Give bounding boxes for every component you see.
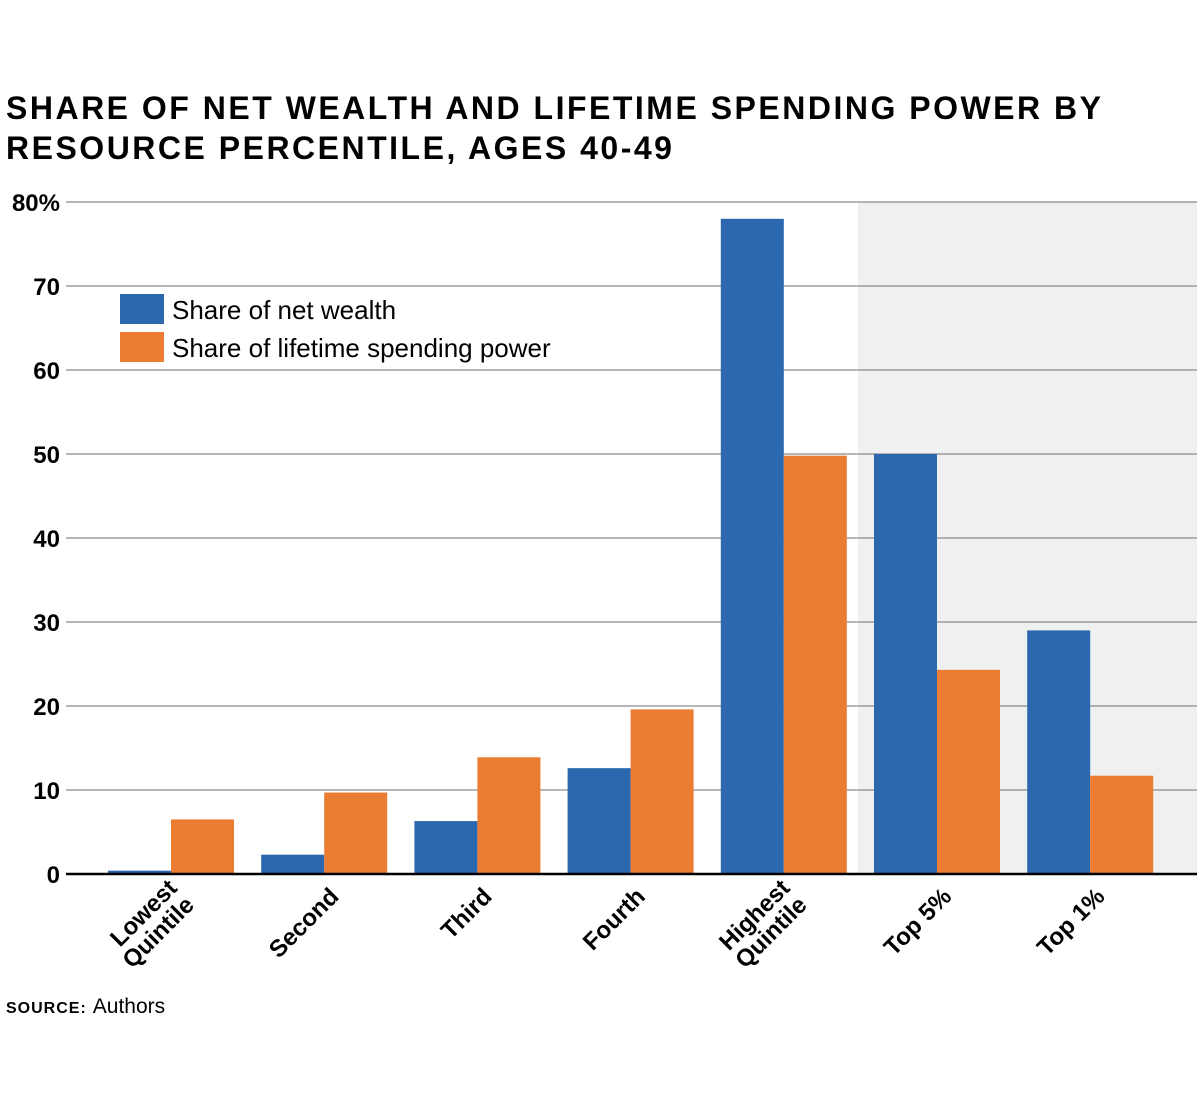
x-tick-label-line: Top 5% <box>879 883 957 961</box>
bars <box>108 218 1154 875</box>
y-tick-label: 10 <box>33 778 60 805</box>
bar-net-wealth <box>874 454 937 874</box>
x-tick-label-line: Third <box>436 883 498 945</box>
y-tick-label: 80% <box>12 190 60 217</box>
legend-swatch <box>120 332 164 362</box>
y-tick-label: 20 <box>33 694 60 721</box>
bar-net-wealth <box>567 768 631 874</box>
x-tick-label-line: Top 1% <box>1032 883 1110 961</box>
legend-label: Share of lifetime spending power <box>172 333 551 363</box>
x-tick-label: HighestQuintile <box>713 875 812 974</box>
y-axis-tick-labels: 0 10 20 30 40 50 60 70 80% <box>12 190 60 889</box>
y-tick-label: 0 <box>47 862 60 889</box>
bar-spending-power <box>477 757 541 874</box>
y-tick-label: 60 <box>33 358 60 385</box>
gridlines <box>66 201 1197 791</box>
bar-chart: 0 10 20 30 40 50 60 70 80% LowestQuintile Second T… <box>12 190 1197 974</box>
legend-swatch <box>120 294 164 324</box>
x-tick-label: Third <box>436 883 498 945</box>
x-axis-tick-labels: LowestQuintile Second Third Fourth HighestQu… <box>100 875 1110 974</box>
legend: Share of net wealth Share of lifetime spe… <box>120 294 551 363</box>
bar-spending-power <box>171 819 234 874</box>
bar-net-wealth <box>720 218 784 875</box>
x-tick-label: Top 1% <box>1032 883 1110 961</box>
bar-spending-power <box>1090 775 1154 874</box>
source-note: SOURCE: Authors <box>6 995 165 1019</box>
x-tick-label: Second <box>264 883 344 963</box>
bar-spending-power <box>630 709 694 874</box>
bar-spending-power <box>937 669 1000 874</box>
chart-title: SHARE OF NET WEALTH AND LIFETIME SPENDIN… <box>6 90 1103 166</box>
x-tick-label: LowestQuintile <box>100 875 199 974</box>
y-tick-label: 50 <box>33 442 60 469</box>
y-tick-label: 70 <box>33 274 60 301</box>
x-tick-label-line: Fourth <box>578 883 651 956</box>
x-tick-label: Top 5% <box>879 883 957 961</box>
x-tick-label: Fourth <box>578 883 651 956</box>
legend-label: Share of net wealth <box>172 295 396 325</box>
bar-net-wealth <box>261 854 325 874</box>
x-tick-label-line: Second <box>264 883 344 963</box>
bar-spending-power <box>783 455 847 874</box>
source-label: SOURCE: <box>6 1000 87 1017</box>
source-text: Authors <box>92 995 166 1018</box>
bar-net-wealth <box>1027 630 1091 874</box>
y-tick-label: 30 <box>33 610 60 637</box>
bar-net-wealth <box>414 821 478 874</box>
y-tick-label: 40 <box>33 526 60 553</box>
bar-spending-power <box>324 792 388 874</box>
bar-net-wealth <box>108 870 171 874</box>
